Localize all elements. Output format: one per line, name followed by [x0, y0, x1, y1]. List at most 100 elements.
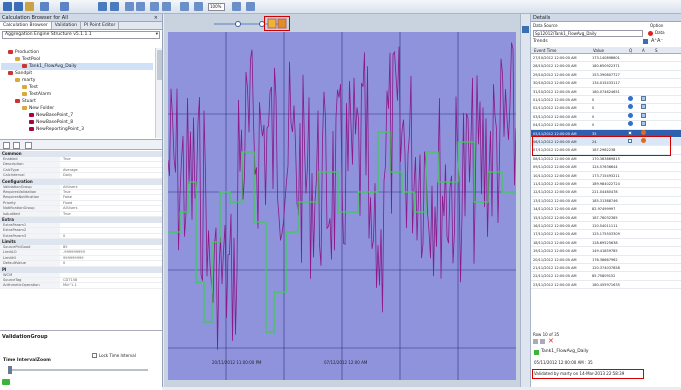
property-value[interactable]: -999999999 — [63, 250, 85, 255]
annotation-icon[interactable] — [641, 96, 651, 104]
zoom-in-icon[interactable] — [98, 2, 107, 11]
property-value[interactable]: AllUsers — [63, 184, 78, 189]
tree-node[interactable]: Test — [1, 84, 153, 91]
table-row[interactable]: 10/11/2012 12:00:00 AM 173.715493211 — [531, 172, 681, 180]
data-source-select[interactable]: Sp12012\Tank1_FlowAvg_Daily — [533, 30, 643, 37]
pan-left-icon[interactable] — [125, 2, 134, 11]
chart-alarm-icon[interactable] — [267, 18, 277, 29]
tree-node[interactable]: marty — [1, 77, 153, 84]
property-value[interactable] — [60, 228, 162, 232]
col-a[interactable]: A — [642, 48, 645, 53]
property-value[interactable]: Daily — [63, 173, 73, 178]
property-row[interactable]: SourceTag CDT158 — [0, 278, 162, 284]
quality-icon[interactable] — [628, 104, 638, 112]
property-value[interactable] — [60, 162, 162, 166]
quality-icon[interactable] — [628, 121, 638, 129]
tab-pi-point-editor[interactable]: PI Point Editor — [81, 22, 120, 29]
prev-icon[interactable] — [533, 339, 538, 344]
table-icon[interactable] — [194, 2, 203, 11]
zoom-out-icon[interactable] — [110, 2, 119, 11]
table-row[interactable]: 17/11/2012 12:00:00 AM 125.175503309 — [531, 230, 681, 239]
property-row[interactable]: ExtraParam2 — [0, 228, 162, 234]
table-row[interactable]: 04/11/2012 12:00:00 AM 0 — [531, 121, 681, 130]
property-row[interactable]: ArithmeticOperation Min"1.1 — [0, 283, 162, 289]
property-category[interactable]: PI — [0, 266, 162, 273]
property-value[interactable] — [60, 273, 162, 277]
property-row[interactable]: CalcType Average — [0, 167, 162, 174]
validated-icon[interactable] — [628, 130, 638, 138]
zoom-select[interactable]: 100% — [208, 3, 225, 11]
tree-node[interactable]: TestPool — [1, 56, 153, 63]
property-row[interactable]: NotificationGroup AllUsers — [0, 206, 162, 212]
zoom-slider[interactable] — [8, 369, 148, 371]
property-value[interactable]: False — [63, 195, 73, 200]
table-row[interactable]: 19/11/2012 12:00:00 AM 149.41859785 — [531, 247, 681, 256]
property-row[interactable]: RequiresValidation True — [0, 189, 162, 196]
property-value[interactable]: CDT158 — [63, 278, 78, 283]
property-category[interactable]: Common — [0, 151, 162, 157]
open-icon[interactable] — [14, 2, 23, 11]
property-value[interactable]: 0 — [63, 261, 66, 266]
col-q[interactable]: Q — [629, 48, 633, 53]
tree-node[interactable]: NewBasePoint_8 — [1, 119, 153, 126]
table-row[interactable]: 06/11/2012 12:00:00 AM 24 — [531, 138, 681, 147]
table-row[interactable]: 13/11/2012 12:00:00 AM 185.31388746 — [531, 197, 681, 206]
table-row[interactable]: 16/11/2012 12:00:00 AM 120.54011111 — [531, 222, 681, 231]
property-row[interactable]: Enabled True — [0, 157, 162, 163]
property-value[interactable]: Average — [63, 167, 78, 172]
table-row[interactable]: 07/11/2012 12:00:00 AM 187.2962238 — [531, 146, 681, 155]
property-category[interactable]: Extra — [0, 216, 162, 223]
tab-calculation-browser[interactable]: Calculation Browser — [0, 22, 52, 29]
table-row[interactable]: 02/11/2012 12:00:00 AM 0 — [531, 104, 681, 113]
table-row[interactable]: 08/11/2012 12:00:00 AM 170.383869815 — [531, 155, 681, 164]
property-row[interactable]: Description — [0, 162, 162, 168]
property-row[interactable]: DefaultValue 0 — [0, 261, 162, 267]
col-value[interactable]: Value — [593, 48, 604, 53]
timeline-handle-left[interactable] — [235, 21, 241, 27]
property-value[interactable]: Min"1.1 — [63, 283, 77, 288]
table-row[interactable]: 21/11/2012 12:00:00 AM 120.374037858 — [531, 264, 681, 273]
property-row[interactable]: CalcInterval Daily — [0, 173, 162, 179]
tree-node[interactable]: Tank1_FlowAvg_Daily — [1, 63, 153, 70]
categorized-icon[interactable] — [3, 142, 10, 149]
property-row[interactable]: isAudited True — [0, 211, 162, 217]
table-row[interactable]: 01/11/2012 12:00:00 AM 0 — [531, 96, 681, 105]
quality-icon[interactable] — [628, 96, 638, 104]
table-row[interactable]: 09/11/2012 12:00:00 AM 124.57636644 — [531, 163, 681, 172]
font-size-icon[interactable]: A⁺A⁻ — [651, 38, 664, 44]
table-row[interactable]: 12/11/2012 12:00:00 AM 221.04480478 — [531, 188, 681, 197]
property-value[interactable]: 999999999 — [63, 255, 84, 260]
table-row[interactable]: 31/10/2012 12:00:00 AM 180.074624651 — [531, 88, 681, 96]
pan-right-icon[interactable] — [136, 2, 145, 11]
tree-node[interactable]: Stuart — [1, 98, 153, 105]
tab-validation[interactable]: Validation — [52, 22, 82, 29]
property-row[interactable]: SourcePctGood 85 — [0, 245, 162, 251]
next-icon[interactable] — [540, 339, 545, 344]
table-row[interactable]: 23/11/2012 12:00:00 AM 180.455971635 — [531, 281, 681, 290]
table-row[interactable]: 28/10/2012 12:00:00 AM 180.650922371 — [531, 62, 681, 71]
chart-warning-icon[interactable] — [277, 18, 287, 29]
table-row[interactable]: 27/10/2012 12:00:00 AM 173.140898601 — [531, 54, 681, 63]
table-row[interactable]: 14/11/2012 12:00:00 AM 82.97499997 — [531, 205, 681, 214]
alarm-icon[interactable] — [641, 138, 651, 146]
property-row[interactable]: Priority Fixed — [0, 200, 162, 207]
property-row[interactable]: RequiresNotification False — [0, 195, 162, 201]
table-row[interactable]: 03/11/2012 12:00:00 AM 0 — [531, 112, 681, 122]
property-value[interactable]: 85 — [63, 245, 68, 250]
grid-icon[interactable] — [162, 2, 171, 11]
col-s[interactable]: S — [655, 48, 658, 53]
tree-node[interactable]: Production — [1, 49, 153, 56]
alarm-icon[interactable] — [641, 129, 651, 138]
col-event-time[interactable]: Event Time — [534, 48, 557, 53]
save-icon[interactable] — [3, 2, 12, 11]
print-icon[interactable] — [60, 2, 69, 11]
property-value[interactable]: True — [63, 157, 71, 161]
property-row[interactable]: LimitHI 999999999 — [0, 255, 162, 262]
property-value[interactable]: Fixed — [63, 200, 73, 205]
folder-icon[interactable] — [25, 2, 34, 11]
property-category[interactable]: Configuration — [0, 178, 162, 185]
property-value[interactable] — [60, 223, 162, 227]
property-row[interactable]: LimitLO -999999999 — [0, 250, 162, 256]
table-row[interactable]: 22/11/2012 12:00:00 AM 85.75809152 — [531, 272, 681, 281]
property-category[interactable]: Limits — [0, 239, 162, 246]
